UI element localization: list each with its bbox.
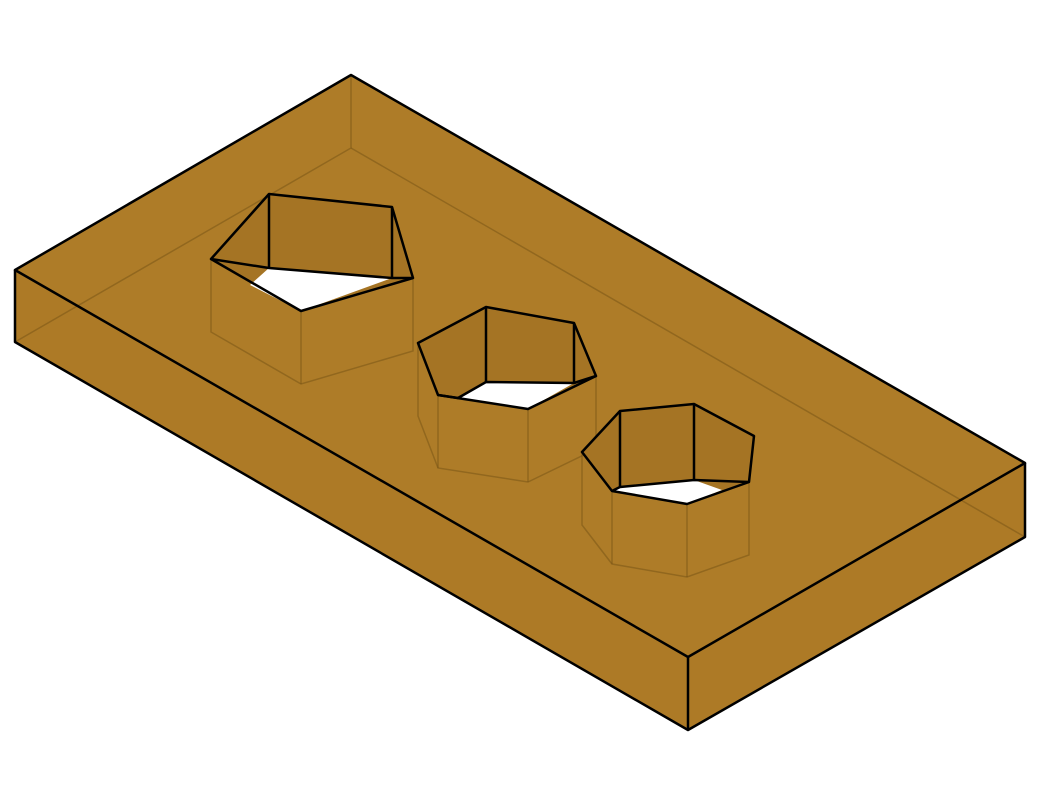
hole-edge [580,402,756,506]
hole-edge [210,257,413,280]
plate-front-right [688,463,1025,730]
heptagon-hole [582,404,754,504]
plate-front-left [15,270,688,730]
hole-edge [209,192,415,313]
hidden-edge [350,147,1026,538]
hidden-edge [581,452,750,578]
hole-edge [611,478,750,493]
pentagon-hole-opening [250,268,392,311]
hole-edge [416,305,598,411]
